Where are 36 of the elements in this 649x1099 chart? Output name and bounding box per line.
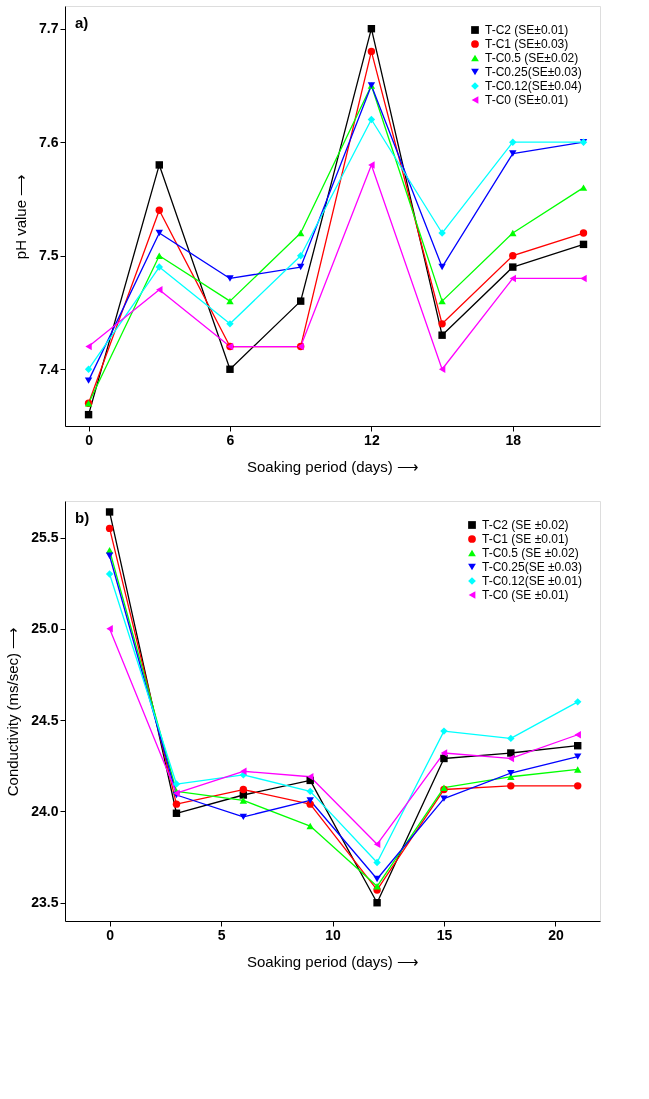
legend-label: T-C1 (SE ±0.01): [482, 532, 569, 546]
y-axis-title: pH value ⟶: [12, 173, 30, 260]
x-tick-label: 10: [325, 926, 341, 943]
annotation: a): [75, 14, 89, 31]
legend-label: T-C0 (SE ±0.01): [482, 588, 569, 602]
legend-label: T-C0.25(SE±0.03): [485, 65, 582, 79]
x-tick-label: 15: [436, 926, 453, 943]
x-tick-label: 0: [85, 431, 94, 448]
y-tick-label: 23.5: [31, 894, 59, 911]
legend-label: T-C0.12(SE±0.04): [485, 79, 582, 93]
y-tick-label: 25.0: [31, 620, 59, 637]
x-tick-label: 5: [217, 926, 226, 943]
y-tick-label: 24.0: [31, 802, 59, 819]
y-tick-label: 7.7: [39, 20, 59, 37]
annotation: b): [75, 509, 90, 526]
legend-label: T-C0.12(SE ±0.01): [482, 574, 582, 588]
y-tick-label: 7.6: [39, 133, 59, 150]
y-tick-label: 25.5: [31, 529, 59, 546]
legend-label: T-C0.5 (SE±0.02): [485, 51, 579, 65]
legend-label: T-C2 (SE±0.01): [485, 23, 569, 37]
y-tick-label: 7.5: [39, 247, 59, 264]
x-axis-title: Soaking period (days) ⟶: [246, 952, 420, 970]
x-tick-label: 6: [226, 431, 235, 448]
y-axis-title: Conductivity (ms/sec) ⟶: [4, 626, 22, 797]
x-tick-label: 18: [505, 431, 522, 448]
x-axis-title: Soaking period (days) ⟶: [246, 457, 420, 475]
x-tick-label: 12: [364, 431, 380, 448]
legend-label: T-C1 (SE±0.03): [485, 37, 569, 51]
legend-label: T-C0.25(SE ±0.03): [482, 560, 582, 574]
legend-label: T-C0.5 (SE ±0.02): [482, 546, 579, 560]
x-tick-label: 0: [106, 926, 115, 943]
y-tick-label: 7.4: [39, 360, 59, 377]
y-tick-label: 24.5: [31, 711, 59, 728]
legend-label: T-C0 (SE±0.01): [485, 93, 569, 107]
x-tick-label: 20: [548, 926, 564, 943]
legend-label: T-C2 (SE ±0.02): [482, 518, 569, 532]
